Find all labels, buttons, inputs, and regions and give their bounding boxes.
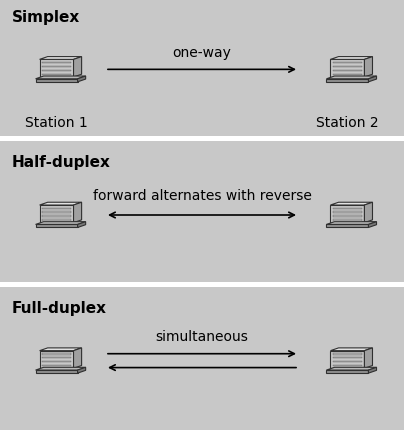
FancyBboxPatch shape: [0, 136, 404, 141]
Polygon shape: [42, 62, 71, 63]
Polygon shape: [78, 76, 86, 82]
Polygon shape: [42, 357, 71, 359]
Polygon shape: [330, 59, 364, 77]
Polygon shape: [40, 348, 82, 350]
Polygon shape: [333, 219, 362, 221]
Polygon shape: [42, 74, 71, 75]
Polygon shape: [42, 215, 71, 217]
Polygon shape: [78, 221, 86, 227]
Polygon shape: [333, 361, 362, 362]
Polygon shape: [333, 353, 362, 355]
Polygon shape: [364, 348, 372, 368]
Polygon shape: [326, 367, 377, 370]
Polygon shape: [40, 350, 74, 368]
Polygon shape: [330, 202, 372, 205]
Polygon shape: [368, 367, 377, 373]
Polygon shape: [333, 66, 362, 67]
Polygon shape: [74, 57, 82, 77]
Polygon shape: [36, 76, 86, 79]
Polygon shape: [326, 221, 377, 224]
Polygon shape: [40, 205, 74, 223]
Polygon shape: [330, 348, 372, 350]
Text: Simplex: Simplex: [12, 10, 80, 25]
Polygon shape: [326, 76, 377, 79]
Polygon shape: [36, 370, 78, 373]
Polygon shape: [333, 74, 362, 75]
Polygon shape: [36, 221, 86, 224]
Text: Station 1: Station 1: [25, 117, 88, 130]
Polygon shape: [74, 202, 82, 223]
Text: Full-duplex: Full-duplex: [12, 301, 107, 316]
Polygon shape: [40, 57, 82, 59]
Text: simultaneous: simultaneous: [156, 330, 248, 344]
Polygon shape: [40, 202, 82, 205]
Polygon shape: [36, 367, 86, 370]
Polygon shape: [42, 353, 71, 355]
Polygon shape: [364, 202, 372, 223]
Text: forward alternates with reverse: forward alternates with reverse: [93, 189, 311, 203]
Polygon shape: [40, 59, 74, 77]
Polygon shape: [330, 57, 372, 59]
Text: Station 2: Station 2: [316, 117, 379, 130]
Polygon shape: [326, 370, 368, 373]
Polygon shape: [333, 62, 362, 63]
Polygon shape: [42, 208, 71, 209]
Polygon shape: [74, 348, 82, 368]
Polygon shape: [42, 70, 71, 71]
Polygon shape: [42, 365, 71, 366]
Polygon shape: [333, 212, 362, 213]
Polygon shape: [42, 212, 71, 213]
Polygon shape: [364, 57, 372, 77]
Polygon shape: [326, 79, 368, 82]
Polygon shape: [330, 350, 364, 368]
Polygon shape: [78, 367, 86, 373]
Polygon shape: [368, 76, 377, 82]
Polygon shape: [333, 208, 362, 209]
Polygon shape: [330, 205, 364, 223]
Polygon shape: [368, 221, 377, 227]
Text: one-way: one-way: [173, 46, 231, 60]
Polygon shape: [333, 215, 362, 217]
FancyBboxPatch shape: [0, 282, 404, 287]
Polygon shape: [326, 224, 368, 227]
Polygon shape: [36, 79, 78, 82]
Polygon shape: [42, 361, 71, 362]
Polygon shape: [36, 224, 78, 227]
Polygon shape: [333, 357, 362, 359]
Polygon shape: [42, 219, 71, 221]
Polygon shape: [333, 70, 362, 71]
Polygon shape: [42, 66, 71, 67]
Polygon shape: [333, 365, 362, 366]
Text: Half-duplex: Half-duplex: [12, 155, 111, 170]
